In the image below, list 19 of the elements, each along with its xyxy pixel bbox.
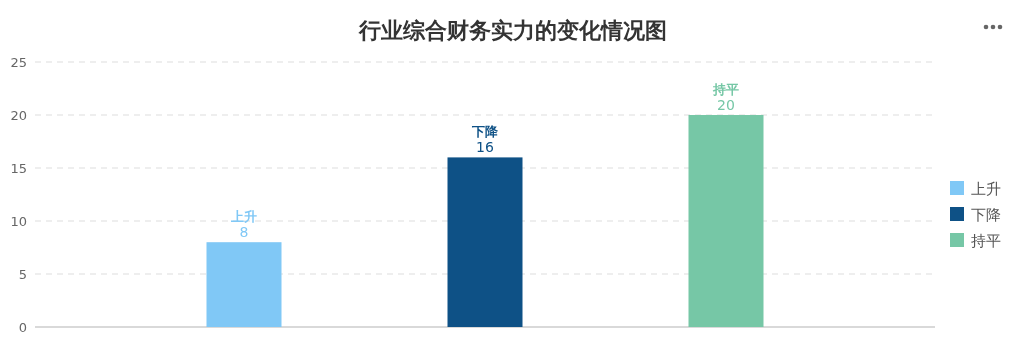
y-tick-label: 15 — [10, 161, 27, 176]
bar — [447, 157, 523, 327]
y-tick-label: 20 — [10, 108, 27, 123]
text: 持平 — [713, 82, 739, 97]
legend-label: 持平 — [971, 232, 1001, 250]
legend-label: 上升 — [971, 180, 1001, 198]
bar — [688, 115, 764, 327]
y-tick-label: 5 — [18, 267, 27, 282]
data-label: 16 — [476, 139, 494, 156]
chart-title: 行业综合财务实力的变化情况图 — [358, 18, 667, 43]
data-label: 20 — [717, 97, 735, 113]
y-tick-label: 10 — [10, 214, 27, 229]
y-tick-label: 0 — [18, 320, 27, 335]
text: 上升 — [231, 209, 257, 225]
y-tick-label: 25 — [10, 55, 27, 70]
text: 下降 — [472, 124, 498, 140]
data-label: 8 — [239, 224, 249, 241]
bar — [206, 242, 282, 327]
legend-label: 下降 — [971, 206, 1001, 224]
